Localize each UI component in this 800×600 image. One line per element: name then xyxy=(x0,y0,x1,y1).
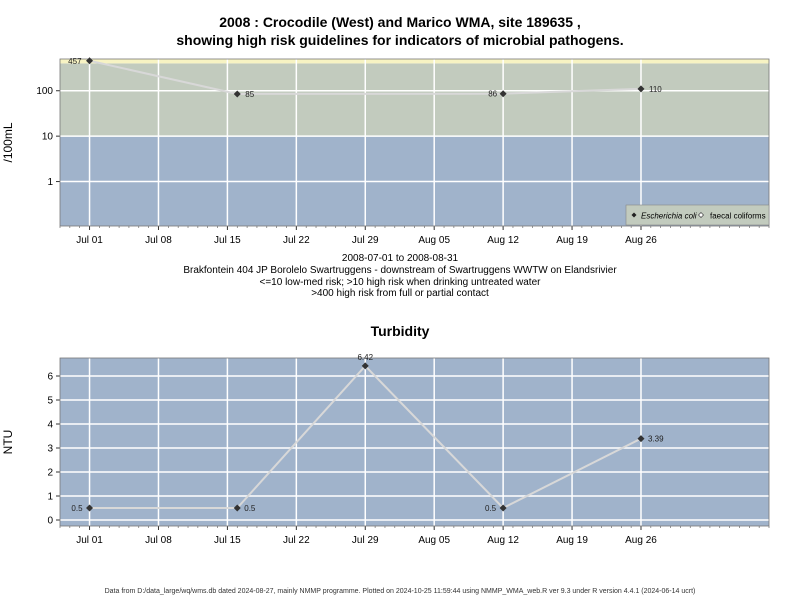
panel2-data-point xyxy=(361,362,369,370)
panel2-data-point xyxy=(499,504,507,512)
panel2-y-tick-label: 0 xyxy=(47,516,53,527)
panel1-data-label: 457 xyxy=(68,57,82,66)
panel1-x-tick-label: Aug 26 xyxy=(625,235,657,246)
panel2-y-tick-label: 5 xyxy=(47,396,53,407)
caption-site: Brakfontein 404 JP Borolelo Swartruggens… xyxy=(183,265,617,276)
panel1-risk-band xyxy=(60,63,769,137)
panel2-x-tick-label: Aug 05 xyxy=(418,535,450,546)
panel1-risk-band xyxy=(60,59,769,64)
panel2-plot-frame xyxy=(59,357,770,527)
panel2-x-tick-label: Jul 22 xyxy=(283,535,310,546)
panel1-x-tick-label: Aug 19 xyxy=(556,235,588,246)
legend-label-faecal-coliforms: faecal coliforms xyxy=(710,212,766,221)
panel2-x-tick-label: Aug 26 xyxy=(625,535,657,546)
panel1-x-tick-label: Jul 29 xyxy=(352,235,379,246)
panel1-y-tick-label: 100 xyxy=(36,86,53,97)
legend-label-e-coli: Escherichia coli xyxy=(641,212,697,221)
footer-note: Data from D:/data_large/wq/wms.db dated … xyxy=(104,588,696,595)
panel2-data-point xyxy=(637,435,645,443)
panel1-series-line xyxy=(89,59,642,95)
panel1-x-tick-label: Aug 05 xyxy=(418,235,450,246)
panel2-plot-background xyxy=(60,358,769,526)
panel1-x-tick-label: Jul 08 xyxy=(145,235,172,246)
panel2-x-tick-label: Aug 19 xyxy=(556,535,588,546)
panel2-x-tick-label: Jul 15 xyxy=(214,535,241,546)
panel2-y-tick-label: 6 xyxy=(47,372,53,383)
panel2-y-tick-label: 1 xyxy=(47,492,53,503)
panel1-x-tick-label: Aug 12 xyxy=(487,235,519,246)
panel2-data-label: 0.5 xyxy=(244,504,256,513)
panel1-y-tick-label: 1 xyxy=(47,177,53,188)
panel2-data-point xyxy=(233,504,241,512)
panel2-y-axis-label: NTU xyxy=(1,430,15,455)
caption-date-range: 2008-07-01 to 2008-08-31 xyxy=(341,253,459,264)
panel1-data-point xyxy=(233,90,241,98)
panel2-x-tick-label: Jul 29 xyxy=(352,535,379,546)
panel1-data-point xyxy=(637,85,645,93)
panel2-y-tick-label: 2 xyxy=(47,468,53,479)
panel2-data-point xyxy=(86,504,94,512)
panel1-x-tick-label: Jul 01 xyxy=(76,235,103,246)
panel1-x-tick-label: Jul 22 xyxy=(283,235,310,246)
chart-title-line-2: showing high risk guidelines for indicat… xyxy=(176,32,624,48)
turbidity-title: Turbidity xyxy=(370,323,430,339)
panel1-data-label: 86 xyxy=(488,90,497,99)
legend-marker-e-coli xyxy=(631,212,637,218)
panel2-y-tick-label: 4 xyxy=(47,420,53,431)
panel2-x-tick-label: Jul 08 xyxy=(145,535,172,546)
panel2-y-tick-label: 3 xyxy=(47,444,53,455)
legend-marker-faecal-coliforms xyxy=(697,211,705,219)
legend-box xyxy=(625,204,770,226)
caption-risk-contact: >400 high risk from full or partial cont… xyxy=(311,288,489,299)
panel1-y-axis-label: /100mL xyxy=(1,122,15,162)
panel2-data-label: 0.5 xyxy=(485,504,497,513)
panel1-data-label: 85 xyxy=(245,90,254,99)
caption-risk-drinking: <=10 low-med risk; >10 high risk when dr… xyxy=(259,277,541,288)
panel2-data-label: 6.42 xyxy=(357,353,373,362)
panel2-x-tick-label: Jul 01 xyxy=(76,535,103,546)
panel1-data-point xyxy=(499,90,507,98)
chart-title-line-1: 2008 : Crocodile (West) and Marico WMA, … xyxy=(219,14,581,30)
panel2-data-label: 3.39 xyxy=(648,435,664,444)
panel1-data-point xyxy=(86,57,94,65)
panel2-x-tick-label: Aug 12 xyxy=(487,535,519,546)
panel1-y-tick-label: 10 xyxy=(42,132,54,143)
panel2-data-label: 0.5 xyxy=(71,504,83,513)
panel1-data-label: 110 xyxy=(649,85,662,94)
panel1-plot-frame xyxy=(59,58,770,227)
panel1-x-tick-label: Jul 15 xyxy=(214,235,241,246)
